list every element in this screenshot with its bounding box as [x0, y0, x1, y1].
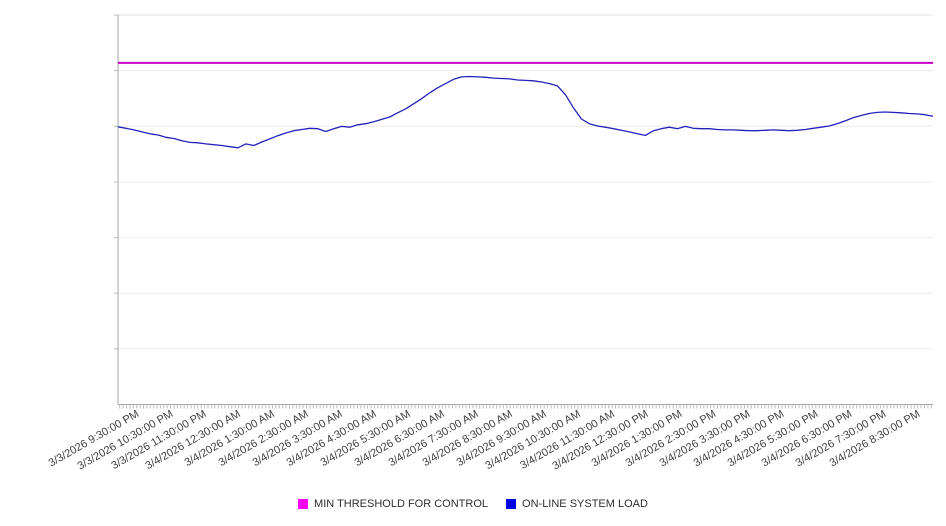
load-swatch-icon: [506, 499, 517, 509]
x-axis-minor-ticks: [119, 404, 932, 409]
load-line: [117, 75, 934, 149]
legend: MIN THRESHOLD FOR CONTROL ON-LINE SYSTEM…: [0, 496, 946, 512]
threshold-swatch-icon: [298, 499, 309, 509]
legend-label-threshold: MIN THRESHOLD FOR CONTROL: [314, 498, 489, 510]
legend-item-threshold: MIN THRESHOLD FOR CONTROL: [298, 498, 488, 510]
legend-label-load: ON-LINE SYSTEM LOAD: [522, 498, 648, 510]
legend-item-load: ON-LINE SYSTEM LOAD: [506, 498, 648, 510]
